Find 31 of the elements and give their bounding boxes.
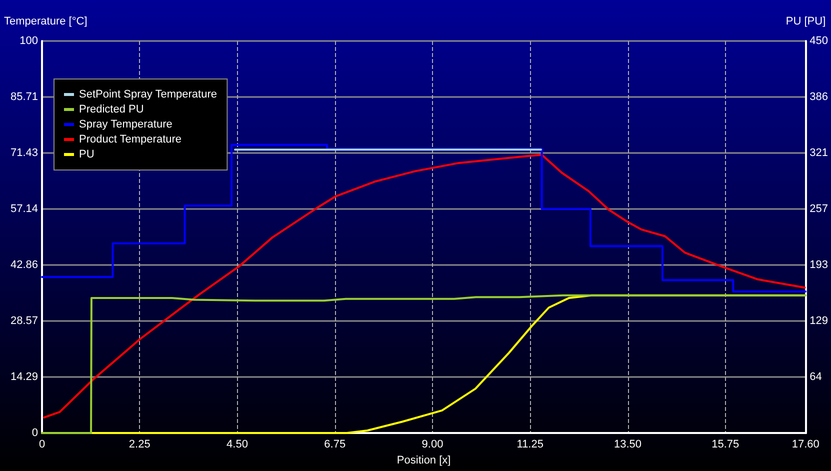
y-tick-label: 71.43 xyxy=(10,147,38,160)
y2-tick-label: 386 xyxy=(810,91,828,104)
x-tick-label: 4.50 xyxy=(226,438,248,451)
x-tick-label: 6.75 xyxy=(324,438,346,451)
y-tick-label: 28.57 xyxy=(10,315,38,328)
x-axis-title: Position [x] xyxy=(396,454,451,466)
y2-tick-label: 64 xyxy=(810,371,822,384)
y2-axis-title: PU [PU] xyxy=(786,16,826,28)
y-tick-label: 100 xyxy=(20,35,38,47)
x-tick-label: 13.50 xyxy=(614,438,642,451)
y2-tick-label: 129 xyxy=(810,315,828,328)
y-tick-label: 85.71 xyxy=(10,91,38,104)
y2-tick-label: 450 xyxy=(810,35,828,47)
x-tick-label: 2.25 xyxy=(128,438,150,451)
x-tick-label: 15.75 xyxy=(712,438,740,451)
legend-label: SetPoint Spray Temperature xyxy=(79,88,217,100)
x-tick-label: 17.60 xyxy=(792,438,820,451)
legend-label: PU xyxy=(79,148,94,160)
legend-label: Product Temperature xyxy=(79,134,182,146)
y2-tick-label: 321 xyxy=(810,147,828,160)
y-axis-title: Temperature [°C] xyxy=(4,16,88,28)
x-tick-label: 11.25 xyxy=(516,438,544,451)
y-tick-label: 42.86 xyxy=(10,259,38,272)
legend-label: Predicted PU xyxy=(79,104,144,116)
y-tick-label: 0 xyxy=(32,427,38,440)
y2-tick-label: 257 xyxy=(810,203,828,216)
y-tick-label: 57.14 xyxy=(10,203,38,216)
y2-tick-label: 193 xyxy=(810,259,828,272)
legend-label: Spray Temperature xyxy=(79,118,172,130)
y-tick-label: 14.29 xyxy=(10,371,38,384)
x-tick-label: 9.00 xyxy=(422,438,444,451)
